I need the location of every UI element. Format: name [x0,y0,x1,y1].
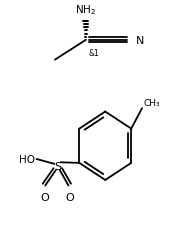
Text: CH₃: CH₃ [144,99,161,108]
Text: N: N [136,36,145,46]
Text: O: O [65,192,74,202]
Text: NH$_2$: NH$_2$ [75,3,97,16]
Text: S: S [54,161,61,171]
Text: &1: &1 [89,49,99,58]
Text: HO: HO [19,154,35,164]
Text: O: O [40,192,49,202]
